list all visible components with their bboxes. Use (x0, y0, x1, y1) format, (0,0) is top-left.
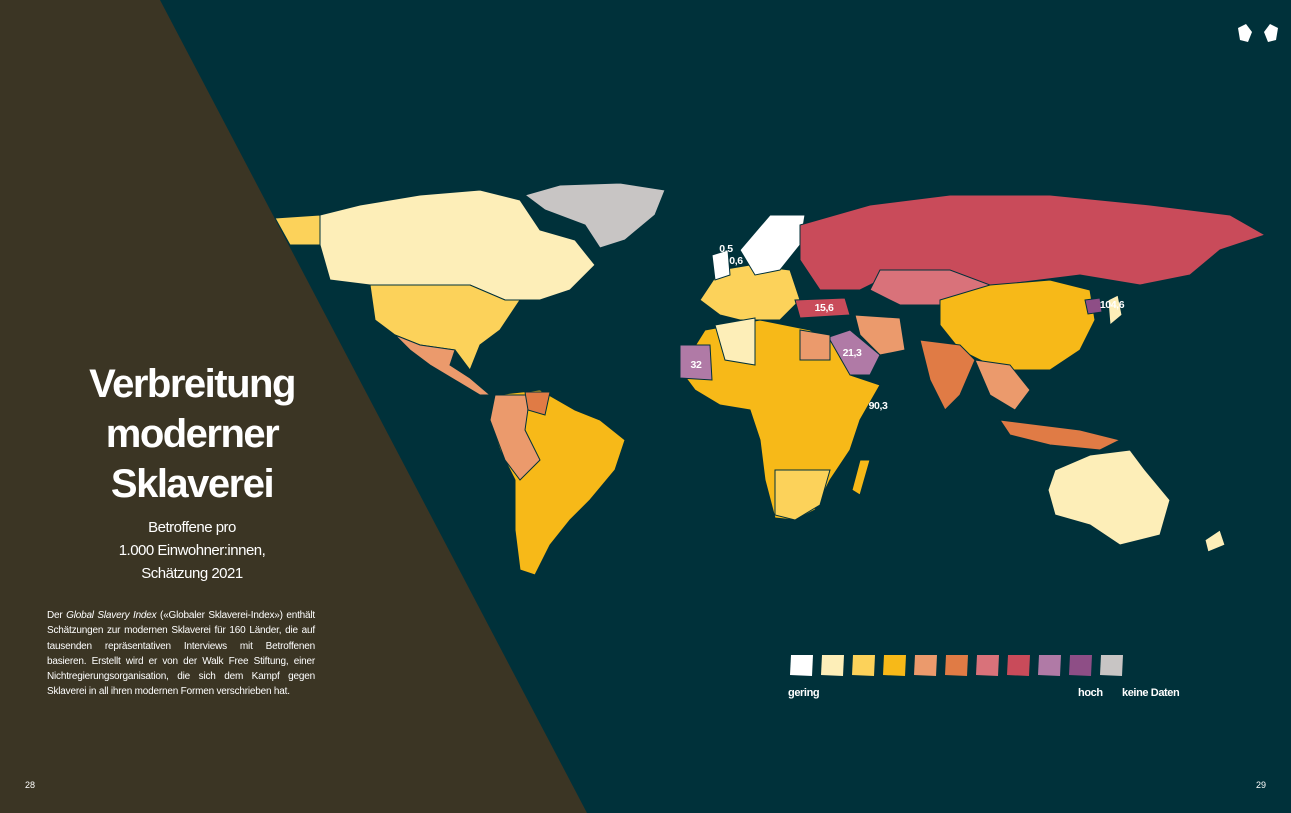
left-panel (0, 0, 587, 813)
map-label: 0,5 (719, 243, 733, 255)
body-text-italic: Global Slavery Index (66, 610, 157, 621)
legend-swatch (883, 655, 906, 676)
map-label: 0,6 (729, 255, 743, 267)
body-text-part: («Globaler Sklaverei-Index») enthält Sch… (47, 610, 315, 698)
subtitle-line: 1.000 Einwohner:innen, (119, 542, 266, 559)
legend-swatch (1069, 655, 1092, 676)
subtitle-line: Schätzung 2021 (141, 565, 243, 582)
map-label: 15,6 (815, 302, 834, 314)
map-label: 104,6 (1100, 299, 1125, 311)
page-number: 29 (1256, 780, 1266, 790)
legend (790, 655, 1123, 676)
legend-swatch (790, 655, 813, 676)
map-label: 90,3 (869, 400, 888, 412)
legend-label: hoch (1078, 687, 1103, 699)
body-text-part: Der (47, 610, 67, 621)
legend-label: keine Daten (1122, 687, 1180, 699)
body-text: Der Global Slavery Index («Globaler Skla… (47, 608, 315, 700)
legend-swatch (1038, 655, 1061, 676)
legend-label: gering (788, 687, 819, 699)
legend-swatch (914, 655, 937, 676)
legend-swatch (945, 655, 968, 676)
legend-swatch (821, 655, 844, 676)
title-line: moderner (106, 412, 279, 456)
hands-icon (1238, 24, 1278, 42)
map-label: 32 (691, 359, 702, 371)
subtitle-line: Betroffene pro (148, 519, 236, 536)
map-label: 21,3 (843, 347, 862, 359)
legend-swatch (852, 655, 875, 676)
page-number: 28 (25, 780, 35, 790)
title-line: Sklaverei (111, 462, 273, 506)
legend-swatch (976, 655, 999, 676)
legend-swatch (1100, 655, 1123, 676)
title-line: Verbreitung (89, 362, 295, 406)
legend-swatch (1007, 655, 1030, 676)
world-map (274, 182, 1267, 576)
